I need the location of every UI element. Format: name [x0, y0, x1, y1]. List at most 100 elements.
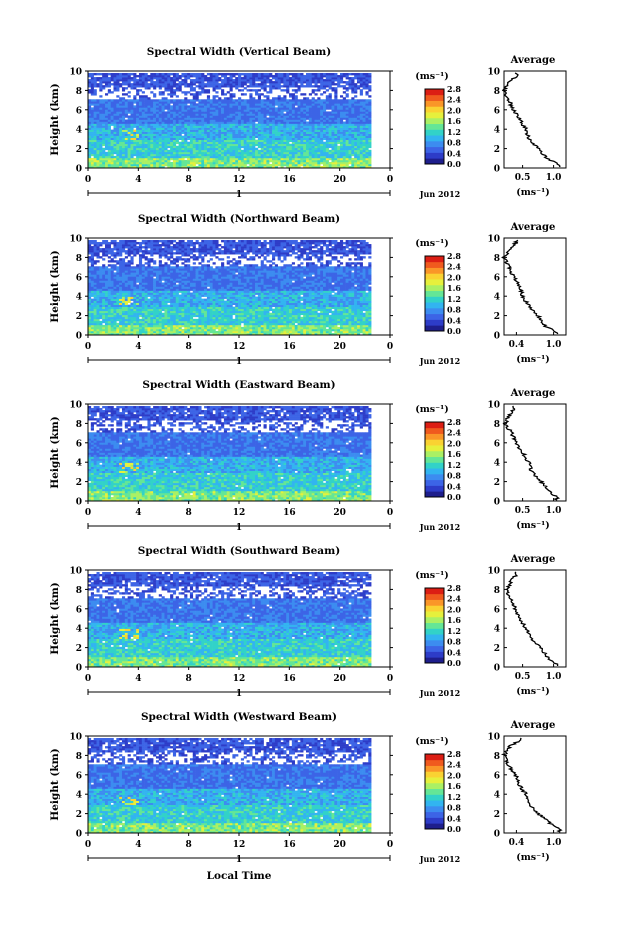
y-tick-label: 10	[69, 235, 82, 245]
x-tick-label: 4	[135, 508, 141, 518]
avg-y-tick-label: 10	[487, 733, 500, 743]
avg-x-tick-label: 0.4	[509, 838, 525, 848]
colorbar-swatch	[425, 491, 444, 498]
colorbar-tick-label: 0.0	[447, 159, 461, 169]
colorbar-tick-label: 2.4	[447, 428, 461, 438]
panel-title: Spectral Width (Southward Beam)	[138, 545, 340, 557]
avg-y-tick-label: 2	[494, 145, 500, 155]
x-tick-label: 16	[283, 840, 296, 850]
colorbar-tick-label: 0.4	[447, 647, 461, 657]
colorbar-swatch	[425, 273, 444, 280]
day-marker: 1	[236, 689, 242, 699]
avg-y-tick-label: 8	[494, 254, 500, 264]
y-tick-label: 4	[76, 126, 82, 136]
colorbar-tick-label: 1.2	[447, 792, 461, 802]
y-tick-label: 10	[69, 567, 82, 577]
avg-y-tick-label: 10	[487, 567, 500, 577]
y-tick-label: 10	[69, 401, 82, 411]
avg-x-tick-label: 0.5	[515, 672, 531, 682]
colorbar-swatch	[425, 427, 444, 434]
x-tick-label: 12	[233, 342, 246, 352]
avg-unit-label: (ms⁻¹)	[516, 852, 550, 863]
y-tick-label: 6	[76, 273, 82, 283]
avg-y-tick-label: 10	[487, 68, 500, 78]
colorbar-swatch	[425, 811, 444, 818]
panel-title: Spectral Width (Northward Beam)	[138, 213, 340, 225]
avg-unit-label: (ms⁻¹)	[516, 686, 550, 697]
y-tick-label: 2	[76, 312, 82, 322]
colorbar-swatch	[425, 284, 444, 292]
colorbar-tick-label: 1.6	[447, 283, 461, 293]
y-tick-label: 2	[76, 810, 82, 820]
colorbar-tick-label: 1.2	[447, 626, 461, 636]
heatmap	[88, 572, 372, 668]
average-profile-line	[501, 72, 561, 168]
colorbar-swatch	[425, 456, 444, 463]
avg-y-tick-label: 6	[494, 605, 500, 615]
colorbar-swatch	[425, 657, 444, 664]
colorbar-swatch	[425, 302, 444, 309]
avg-y-tick-label: 8	[494, 420, 500, 430]
avg-y-tick-label: 10	[487, 235, 500, 245]
y-axis-label: Height (km)	[49, 748, 61, 820]
avg-y-tick-label: 10	[487, 401, 500, 411]
colorbar-tick-label: 2.4	[447, 594, 461, 604]
y-tick-label: 0	[76, 165, 82, 175]
avg-y-tick-label: 4	[494, 126, 500, 136]
colorbar-swatch	[425, 433, 444, 440]
colorbar-tick-label: 1.6	[447, 615, 461, 625]
y-tick-label: 0	[76, 830, 82, 840]
colorbar-swatch	[425, 634, 444, 641]
date-label: Jun 2012	[419, 522, 460, 532]
y-tick-label: 2	[76, 145, 82, 155]
x-tick-label: 12	[233, 175, 246, 185]
colorbar-tick-label: 0.8	[447, 803, 461, 813]
colorbar-tick-label: 2.0	[447, 105, 461, 115]
date-label: Jun 2012	[419, 189, 460, 199]
date-label: Jun 2012	[419, 854, 460, 864]
colorbar-swatch	[425, 296, 444, 303]
y-tick-label: 0	[76, 664, 82, 674]
avg-y-tick-label: 4	[494, 791, 500, 801]
colorbar-swatch	[425, 771, 444, 778]
avg-y-tick-label: 8	[494, 87, 500, 97]
avg-y-tick-label: 6	[494, 273, 500, 283]
avg-unit-label: (ms⁻¹)	[516, 354, 550, 365]
colorbar-swatch	[425, 759, 444, 766]
average-frame	[503, 237, 567, 336]
colorbar-swatch	[425, 794, 444, 801]
colorbar-unit: (ms⁻¹)	[415, 736, 449, 747]
y-tick-label: 10	[69, 733, 82, 743]
colorbar-swatch	[425, 445, 444, 452]
colorbar-tick-label: 2.8	[447, 251, 461, 261]
x-tick-label: 0	[387, 508, 393, 518]
avg-unit-label: (ms⁻¹)	[516, 187, 550, 198]
colorbar-frame	[424, 421, 445, 498]
avg-y-tick-label: 0	[494, 664, 500, 674]
average-title: Average	[510, 720, 556, 731]
x-tick-label: 16	[283, 175, 296, 185]
x-tick-label: 12	[233, 840, 246, 850]
colorbar-swatch	[425, 462, 444, 469]
day-marker: 1	[236, 190, 242, 200]
colorbar-swatch	[425, 805, 444, 813]
colorbar-swatch	[425, 800, 444, 807]
y-tick-label: 4	[76, 791, 82, 801]
colorbar-tick-label: 2.4	[447, 95, 461, 105]
avg-y-tick-label: 6	[494, 106, 500, 116]
x-tick-label: 4	[135, 175, 141, 185]
x-tick-label: 0	[387, 674, 393, 684]
colorbar-swatch	[425, 112, 444, 119]
y-tick-label: 2	[76, 644, 82, 654]
x-tick-label: 16	[283, 674, 296, 684]
day-marker: 1	[236, 523, 242, 533]
colorbar-swatch	[425, 450, 444, 458]
avg-x-tick-label: 1.0	[546, 340, 562, 350]
avg-x-tick-label: 0.5	[515, 173, 531, 183]
average-profile-line	[502, 405, 561, 501]
average-frame	[503, 70, 567, 169]
colorbar-swatch	[425, 152, 444, 159]
colorbar-tick-label: 2.0	[447, 604, 461, 614]
colorbar-swatch	[425, 754, 444, 761]
avg-x-tick-label: 1.0	[546, 506, 562, 516]
